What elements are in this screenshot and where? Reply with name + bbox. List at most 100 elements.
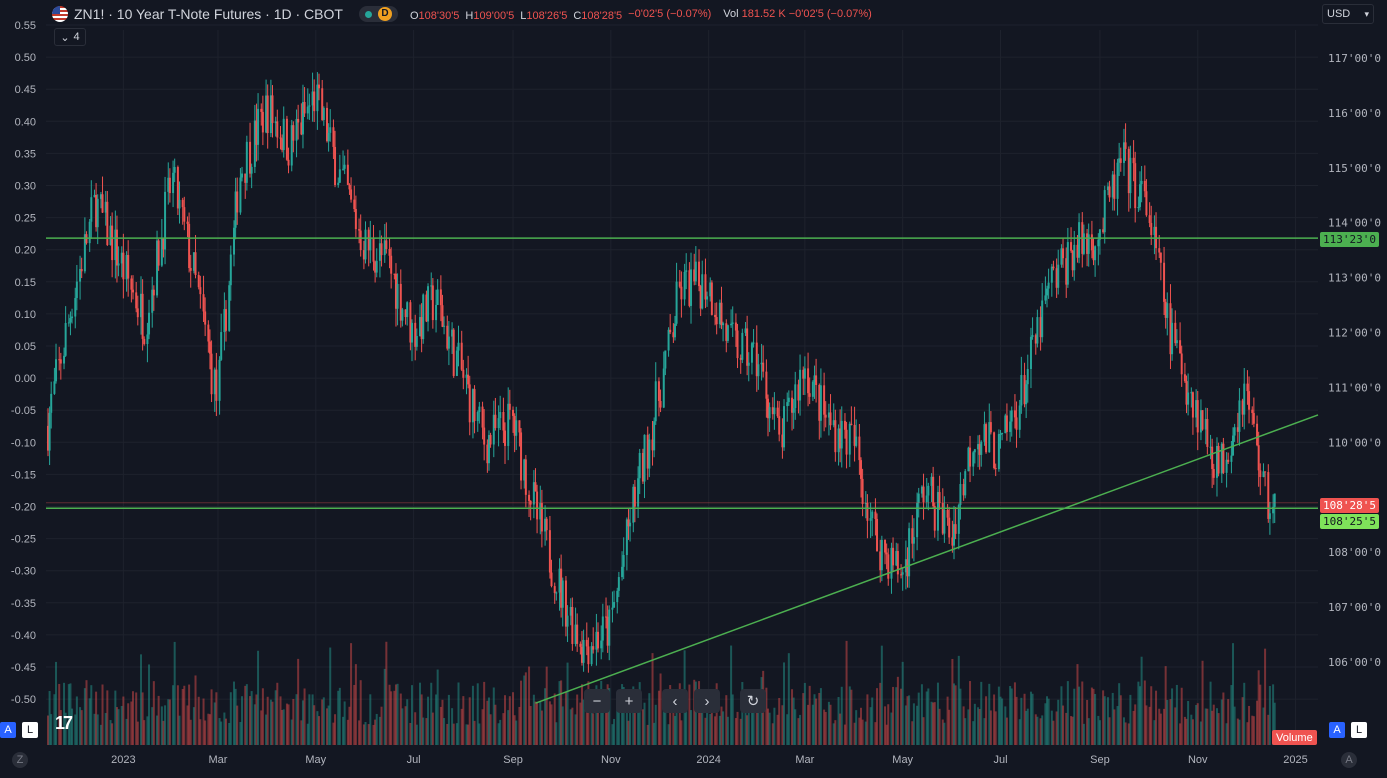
time-axis-tick: Nov xyxy=(601,754,621,766)
candle-body xyxy=(487,435,490,464)
timeframe-badge: D xyxy=(377,7,392,21)
volume-bar xyxy=(912,703,915,745)
volume-bar xyxy=(1009,686,1012,745)
volume-bar xyxy=(1145,705,1148,745)
volume-bar xyxy=(64,712,67,745)
volume-bar xyxy=(136,721,139,745)
volume-bar xyxy=(983,718,986,745)
currency-selector[interactable]: USD ▾ xyxy=(1322,4,1374,24)
volume-bar xyxy=(140,654,143,745)
status-pill[interactable]: D xyxy=(358,6,398,22)
ascending-trendline[interactable] xyxy=(535,414,1319,704)
volume-bar xyxy=(540,710,543,745)
candle-body xyxy=(699,286,702,309)
horizontal-levels[interactable] xyxy=(46,237,1318,510)
candle-body xyxy=(587,646,590,665)
candle-body xyxy=(173,167,176,173)
volume-bar xyxy=(722,711,725,745)
candle-body xyxy=(675,281,678,324)
volume-bar xyxy=(422,717,425,745)
volume-bar xyxy=(67,684,70,745)
volume-bar xyxy=(1134,704,1137,745)
candle-body xyxy=(706,296,709,300)
right-axis[interactable]: 117'00'0 116'00'0 115'00'0 114'00'0 113'00'0… xyxy=(1328,52,1381,669)
candle-body xyxy=(1071,250,1074,271)
tradingview-logo: 17 xyxy=(55,713,73,733)
zoom-in-button[interactable]: + xyxy=(616,689,642,713)
volume-bar xyxy=(1259,684,1262,745)
volume-bar xyxy=(271,701,274,745)
volume-bar xyxy=(528,666,531,745)
time-axis[interactable]: 2023 Mar May Jul Sep Nov 2024 Mar May Jul Sep Nov 20… xyxy=(111,754,1308,766)
volume-bar xyxy=(916,705,919,745)
volume-bar xyxy=(622,686,625,745)
volume-bar xyxy=(1039,718,1042,745)
candle-body xyxy=(367,229,370,251)
candle-body xyxy=(608,609,611,646)
volume-bar xyxy=(181,688,184,745)
volume-bar xyxy=(1010,688,1013,745)
volume-bar xyxy=(845,640,848,745)
reset-chart-button[interactable]: ↻ xyxy=(740,689,766,713)
candle-body xyxy=(443,325,446,327)
symbol-title[interactable]: ZN1! · 10 Year T-Note Futures · 1D · CBO… xyxy=(74,6,343,22)
log-scale-right-button[interactable]: L xyxy=(1351,722,1367,738)
candle-body xyxy=(646,434,649,469)
volume-bar xyxy=(245,684,248,745)
zoom-left-button[interactable]: Z xyxy=(12,752,28,768)
indicators-toggle[interactable]: ⌄ 4 xyxy=(54,28,86,46)
volume-bar xyxy=(239,722,242,745)
candle-body xyxy=(803,368,806,379)
volume-bar xyxy=(1166,699,1169,745)
volume-bar xyxy=(483,681,486,745)
candle-body xyxy=(311,91,314,106)
volume-bar xyxy=(173,641,176,745)
candle-body xyxy=(1262,471,1265,478)
candle-body xyxy=(802,369,805,379)
candle-body xyxy=(282,118,285,151)
zoom-right-button[interactable]: A xyxy=(1341,752,1357,768)
volume-bar xyxy=(90,685,93,745)
candle-body xyxy=(714,314,717,318)
time-axis-tick: 2025 xyxy=(1283,754,1307,766)
volume-bar xyxy=(507,710,510,745)
volume-bar xyxy=(1122,717,1125,745)
candle-body xyxy=(887,554,890,579)
volume-bar xyxy=(643,702,646,745)
candle-body xyxy=(1078,222,1081,258)
candle-body xyxy=(622,555,625,567)
left-axis[interactable]: 0.55 0.50 0.45 0.40 0.35 0.30 0.25 0.20 0.15 0.10… xyxy=(11,20,36,706)
candle-body xyxy=(853,424,856,446)
auto-scale-right-button[interactable]: A xyxy=(1329,722,1345,738)
volume-bar xyxy=(978,708,981,745)
volume-bar xyxy=(109,720,112,745)
volume-bar xyxy=(435,694,438,745)
candle-body xyxy=(747,362,750,366)
scroll-right-button[interactable]: › xyxy=(694,689,720,713)
candle-body xyxy=(1029,336,1032,370)
volume-bar xyxy=(667,724,670,745)
candle-body xyxy=(492,414,495,445)
volume-bar xyxy=(476,683,479,745)
volume-bar xyxy=(959,688,962,745)
volume-bar xyxy=(930,701,933,745)
candle-body xyxy=(322,107,325,120)
zoom-out-button[interactable]: − xyxy=(584,689,610,713)
volume-bar xyxy=(447,694,450,745)
volume-bar xyxy=(657,690,660,745)
trendline[interactable] xyxy=(535,414,1319,704)
volume-bar xyxy=(1180,687,1183,745)
scroll-left-button[interactable]: ‹ xyxy=(662,689,688,713)
volume-bar xyxy=(653,722,656,745)
volume-bar xyxy=(499,719,502,745)
log-scale-left-button[interactable]: L xyxy=(22,722,38,738)
candle-body xyxy=(792,408,795,413)
auto-scale-left-button[interactable]: A xyxy=(0,722,16,738)
candle-body xyxy=(1183,374,1186,382)
volume-bar xyxy=(606,684,609,745)
candle-body xyxy=(718,302,721,325)
volume-bar xyxy=(492,687,495,745)
volume-bar xyxy=(710,699,713,745)
candle-body xyxy=(848,423,851,455)
